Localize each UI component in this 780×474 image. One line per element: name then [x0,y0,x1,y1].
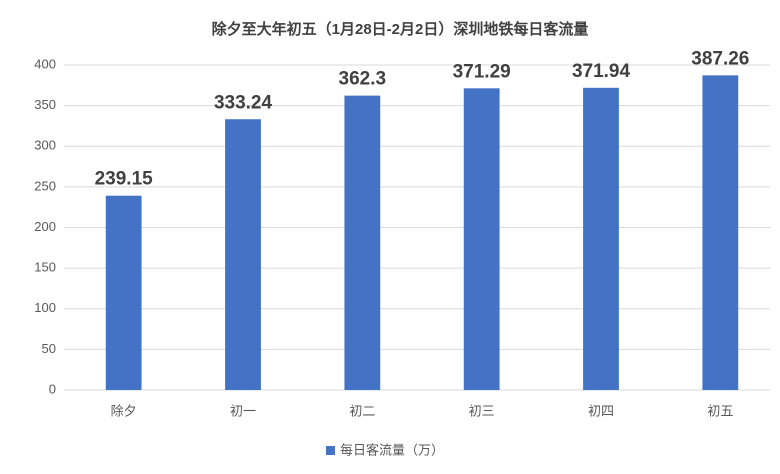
data-label: 387.26 [691,48,749,69]
legend-swatch [326,446,335,455]
y-tick-label: 150 [34,260,56,275]
x-tick-label: 初四 [588,403,614,418]
bar [225,119,261,391]
bar [702,75,739,390]
y-tick-label: 200 [34,219,56,234]
data-label: 239.15 [95,169,154,190]
x-tick-label: 初三 [469,403,495,418]
x-tick-label: 初五 [707,403,733,418]
legend-label: 每日客流量（万） [340,442,444,457]
data-label: 333.24 [214,92,273,113]
y-tick-label: 350 [34,97,56,112]
chart-title: 除夕至大年初五（1月28日-2月2日）深圳地铁每日客流量 [212,20,589,38]
bar [105,195,142,390]
x-tick-label: 初一 [230,403,256,418]
y-tick-label: 0 [49,381,56,396]
x-tick-label: 除夕 [111,403,137,418]
y-tick-label: 400 [34,56,56,71]
y-tick-label: 100 [34,300,56,315]
data-label: 371.29 [453,61,511,82]
x-tick-label: 初二 [349,403,375,418]
y-tick-label: 300 [34,138,56,153]
y-tick-label: 250 [34,178,56,193]
data-label: 371.94 [572,61,631,82]
data-label: 362.3 [339,69,387,90]
y-tick-label: 50 [42,341,56,356]
bar [463,88,500,390]
bar [583,87,619,390]
bar [344,95,381,390]
